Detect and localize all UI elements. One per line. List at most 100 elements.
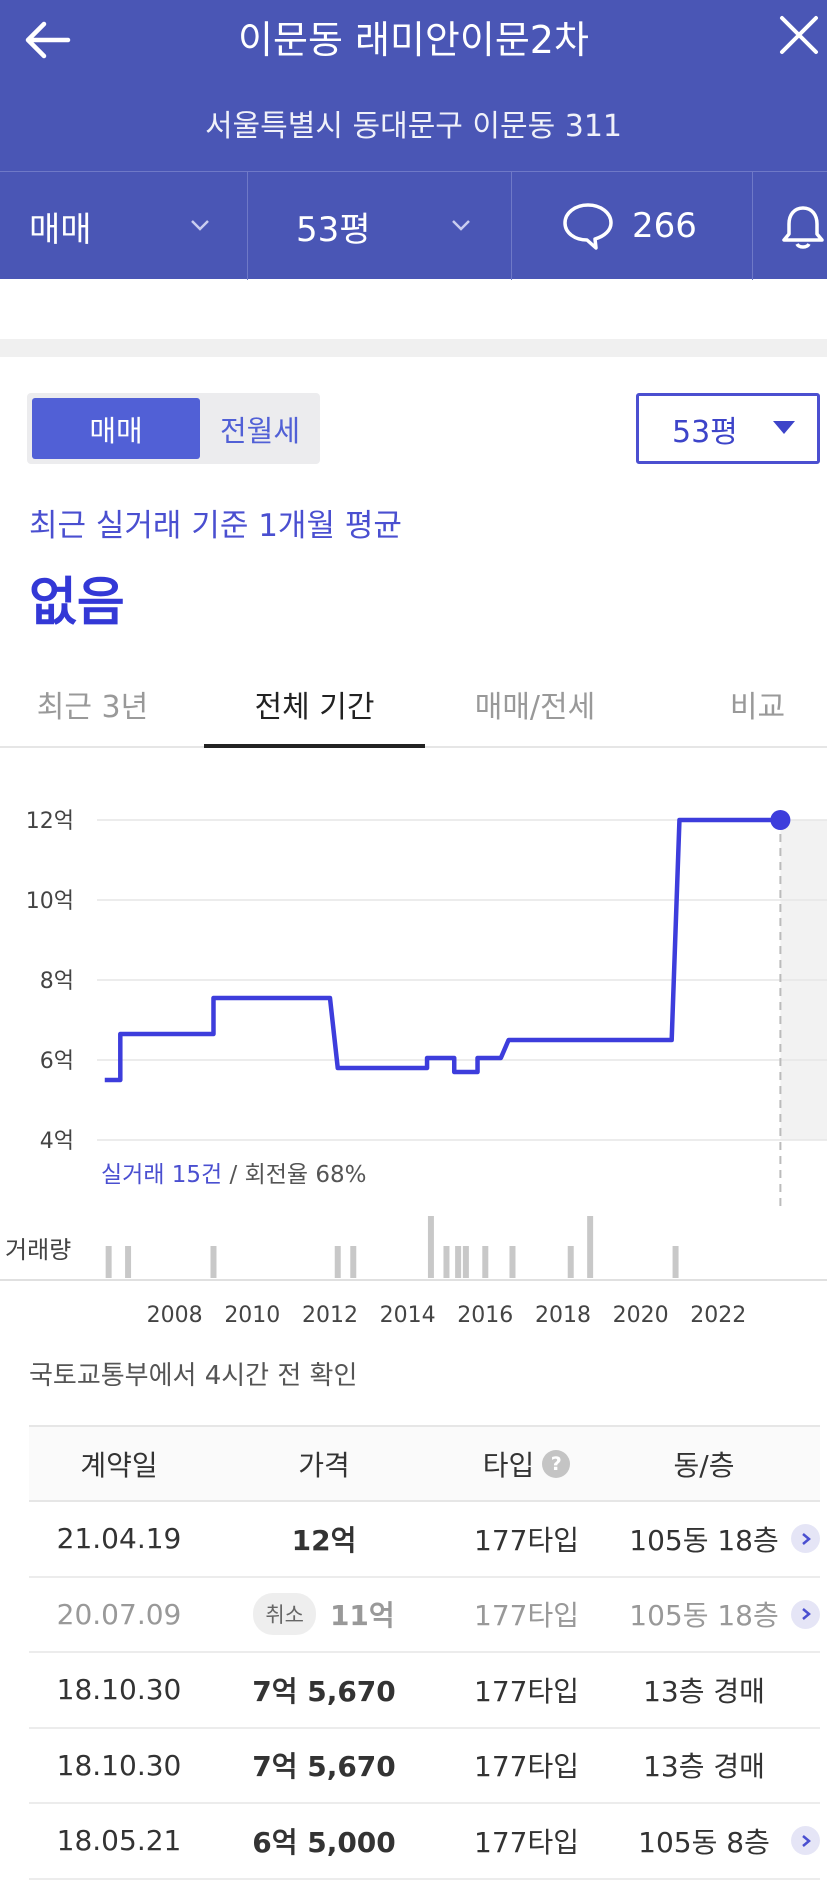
- app-header: 이문동 래미안이문2차 서울특별시 동대문구 이문동 311 매매 53평 26…: [0, 0, 827, 280]
- contract-date: 18.10.30: [56, 1673, 182, 1707]
- x-tick-label: 2016: [457, 1303, 513, 1328]
- row-detail-button[interactable]: [791, 1804, 820, 1878]
- volume-bar: [462, 1246, 469, 1278]
- filter-divider: [511, 172, 512, 280]
- table-body: 21.04.19 12억 177타입 105동 18층 20.07.09 취소 11억 177…: [29, 1502, 820, 1880]
- price-value: 12억: [291, 1523, 357, 1557]
- table-row[interactable]: 20.07.09 취소 11억 177타입 105동 18층: [29, 1578, 820, 1653]
- unit-type: 177타입: [474, 1750, 579, 1784]
- transactions-table: 계약일 가격 타입 ? 동/층 21.04.19 12억 177타입 105동 18층…: [29, 1425, 820, 1880]
- filter-divider: [247, 172, 248, 280]
- volume-bar: [350, 1246, 357, 1278]
- filter-divider: [752, 172, 753, 280]
- contract-date: 20.07.09: [56, 1597, 182, 1631]
- contract-date: 18.10.30: [56, 1748, 182, 1782]
- price-chart: 12억 10억 8억 6억 4억 2008 2010 2012 2014 2016 2018 2020…: [0, 809, 827, 1328]
- table-row[interactable]: 21.04.19 12억 177타입 105동 18층: [29, 1502, 820, 1578]
- toggle-sale[interactable]: 매매: [32, 398, 200, 459]
- cancel-badge: 취소: [253, 1593, 316, 1636]
- header-date: 계약일: [80, 1448, 158, 1482]
- back-arrow-icon[interactable]: [22, 14, 78, 66]
- active-tab-indicator: [204, 744, 425, 748]
- y-tick-label: 10억: [26, 889, 74, 914]
- volume-bar: [509, 1246, 516, 1278]
- building-floor: 13층 경매: [643, 1750, 765, 1784]
- volume-label: 거래량: [5, 1236, 72, 1264]
- x-tick-label: 2022: [690, 1303, 746, 1328]
- close-icon[interactable]: [778, 14, 827, 64]
- period-tabs: 최근 3년 전체 기간 매매/전세 비교: [0, 660, 827, 748]
- unit-type: 177타입: [474, 1825, 579, 1859]
- x-tick-label: 2020: [613, 1303, 669, 1328]
- trade-toggle: 매매 전월세: [27, 393, 320, 464]
- volume-bar: [567, 1246, 574, 1278]
- header-type: 타입 ?: [439, 1427, 614, 1500]
- volume-bar: [125, 1246, 132, 1278]
- y-tick-label: 4억: [40, 1129, 74, 1154]
- building-floor: 105동 18층: [629, 1599, 779, 1633]
- price-line: [104, 817, 781, 1083]
- price-endpoint: [770, 810, 791, 830]
- chevron-down-icon: [191, 220, 209, 231]
- size-label: 53평: [296, 209, 371, 250]
- chevron-down-icon: [452, 220, 470, 231]
- x-tick-label: 2014: [380, 1303, 436, 1328]
- trade-type-label: 매매: [29, 209, 92, 250]
- trade-type-dropdown[interactable]: 매매: [29, 172, 219, 280]
- price-cell: 7억 5,670: [209, 1653, 439, 1727]
- comment-count: 266: [632, 206, 697, 246]
- comments-button[interactable]: 266: [560, 172, 750, 280]
- contract-date: 18.05.21: [56, 1824, 182, 1858]
- x-tick-label: 2008: [147, 1303, 203, 1328]
- unit-type: 177타입: [474, 1599, 579, 1633]
- tab-sale-jeonse[interactable]: 매매/전세: [474, 690, 596, 725]
- volume-bar: [587, 1216, 594, 1278]
- filter-bar: 매매 53평 266: [0, 171, 827, 280]
- notification-button[interactable]: [780, 172, 827, 280]
- size-select[interactable]: 53평: [636, 393, 820, 464]
- size-select-value: 53평: [672, 414, 738, 450]
- volume-bar: [482, 1246, 489, 1278]
- building-floor: 105동 8층: [638, 1825, 770, 1859]
- help-icon[interactable]: ?: [542, 1449, 571, 1478]
- unit-type: 177타입: [474, 1674, 579, 1708]
- chevron-right-icon: [791, 1524, 820, 1554]
- price-cell: 7억 5,670: [209, 1729, 439, 1803]
- average-label: 최근 실거래 기준 1개월 평균: [29, 508, 402, 544]
- caret-down-icon: [773, 421, 795, 434]
- toggle-rent[interactable]: 전월세: [219, 413, 301, 448]
- y-tick-label: 8억: [40, 969, 74, 994]
- price-cell: 6억 5,000: [209, 1804, 439, 1878]
- header-type-label: 타입: [482, 1448, 535, 1482]
- size-dropdown[interactable]: 53평: [296, 172, 486, 280]
- price-cell: 취소 11억: [209, 1578, 439, 1652]
- row-detail-button[interactable]: [791, 1578, 820, 1652]
- price-value: 7억 5,670: [252, 1750, 396, 1784]
- section-divider: [0, 339, 827, 357]
- trade-summary: 실거래 15건 / 회전율 68%: [101, 1155, 367, 1189]
- row-detail-button[interactable]: [791, 1502, 820, 1576]
- x-tick-label: 2010: [224, 1303, 280, 1328]
- tab-compare[interactable]: 비교: [729, 690, 786, 725]
- table-row[interactable]: 18.05.21 6억 5,000 177타입 105동 8층: [29, 1804, 820, 1880]
- table-header: 계약일 가격 타입 ? 동/층: [29, 1425, 820, 1502]
- table-row: 18.10.30 7억 5,670 177타입 13층 경매: [29, 1729, 820, 1804]
- volume-bar: [334, 1246, 341, 1278]
- page-title: 이문동 래미안이문2차: [238, 18, 589, 62]
- volume-bar: [672, 1246, 679, 1278]
- volume-bar: [443, 1246, 450, 1278]
- building-floor: 13층 경매: [643, 1674, 765, 1708]
- x-tick-label: 2018: [535, 1303, 591, 1328]
- price-cell: 12억: [209, 1502, 439, 1576]
- data-source-note: 국토교통부에서 4시간 전 확인: [29, 1361, 358, 1391]
- tab-recent-3y[interactable]: 최근 3년: [36, 690, 149, 725]
- table-row: 18.10.30 7억 5,670 177타입 13층 경매: [29, 1653, 820, 1729]
- tab-all-period[interactable]: 전체 기간: [254, 690, 375, 725]
- contract-date: 21.04.19: [56, 1522, 182, 1556]
- volume-bar: [455, 1246, 462, 1278]
- address-text: 서울특별시 동대문구 이문동 311: [204, 109, 623, 144]
- building-floor: 105동 18층: [629, 1523, 779, 1557]
- y-tick-label: 6억: [40, 1049, 74, 1074]
- turnover-rate: / 회전율 68%: [229, 1162, 367, 1188]
- chat-bubble-icon: [563, 203, 613, 250]
